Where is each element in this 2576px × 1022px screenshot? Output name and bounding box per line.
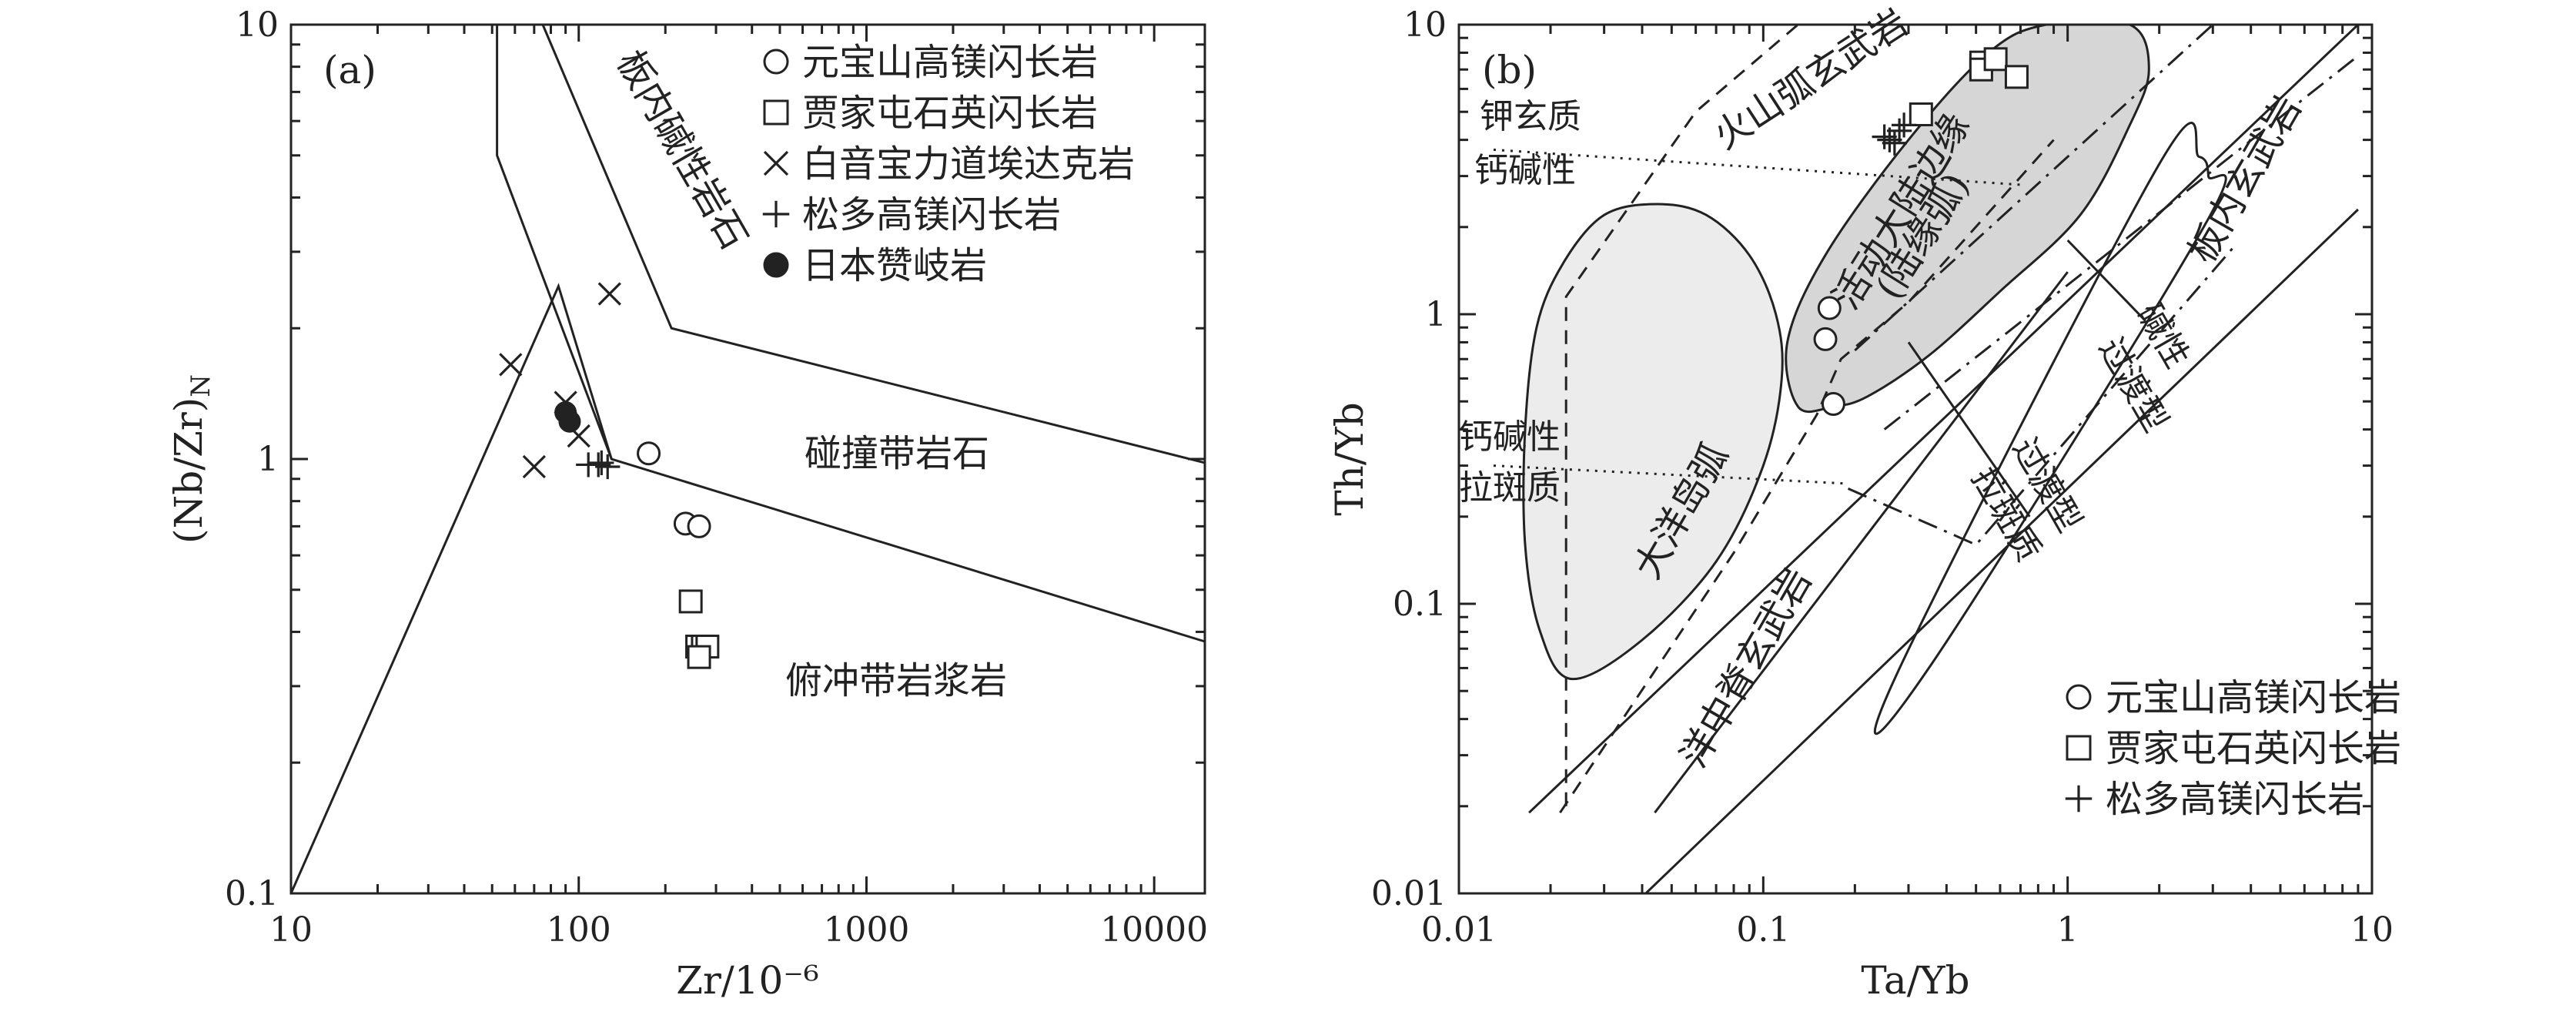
panel-b-dotted-shoshonitic [1493,148,2021,186]
panel-a-point-series-2 [499,353,523,377]
panel-a-legend-marker-4 [763,252,789,278]
panel-a-x-axis-label: Zr/10⁻⁶ [676,958,819,1003]
panel-b-arc-lower-dashed [1559,139,2055,814]
panel-a-point-series-1 [678,589,703,614]
panel-b-within-plate-field [1873,122,2227,736]
panel-a-x-tick-label: 100 [547,910,611,950]
panel-b-field-boundaries [1493,25,2359,893]
panel-b-point-series-0 [1821,391,1845,416]
panel-b-legend-label-0: 元宝山高镁闪长岩 [2106,676,2401,719]
panel-b-field-shoshonitic: 钾玄质 [1480,97,1581,136]
panel-b-point-series-0 [1817,296,1842,320]
panel-b-ticks: 0.01 0.1 1 10 0.01 0.1 1 10 [1371,5,2394,950]
panel-b-legend-label-1: 贾家屯石英闪长岩 [2106,727,2401,770]
panel-a-legend-label-4: 日本赞岐岩 [802,244,987,287]
panel-a-legend-label-2: 白音宝力道埃达克岩 [802,142,1135,186]
panel-b-dashdot-mid [1847,246,2234,547]
panel-b-y-tick-label: 0.01 [1371,874,1447,913]
panel-b-point-series-2 [1882,130,1907,156]
panel-a-legend-marker-3 [762,200,790,228]
panel-a-point-series-2 [522,454,546,479]
panel-a-ticks: 10 100 1000 10000 0.1 1 10 [225,5,1208,950]
panel-b-field-calc-alkaline-upper: 钙碱性 [1474,151,1576,190]
panel-a-point-series-2 [597,282,621,306]
panel-b-morb-boundary [1654,271,2069,814]
panel-b-cross-line-2 [2066,239,2146,322]
panel-b-point-series-2 [1887,118,1912,143]
panel-b-active-margin-field [1785,25,2150,414]
panel-b: 0.01 0.1 1 10 0.01 0.1 1 10 (b) Ta/Yb Th/Yb 钾玄质… [1327,1,2401,1003]
panel-b-y-axis-label: Th/Yb [1327,402,1372,515]
panel-a-legend-label-0: 元宝山高镁闪长岩 [802,41,1098,84]
panel-b-oceanic-arc-field [1522,203,1784,681]
panel-a-y-axis-label: (Nb/Zr)N [166,374,216,544]
panel-a-y-tick-label: 0.1 [225,874,279,913]
panel-a-field-boundaries [289,24,1206,894]
panel-b-dashdot-upper [1854,25,2214,352]
panel-b-y-tick-label: 0.1 [1393,585,1447,624]
panel-b-field-calc-alkaline-lower: 钙碱性 [1459,417,1561,457]
panel-b-field-morb: 洋中脊玄武岩 [1672,561,1821,775]
panel-b-x-tick-label: 10 [2350,910,2394,950]
panel-a-point-series-4 [558,410,581,433]
panel-a-left-upper-boundary [496,25,613,460]
panel-b-data-points [1813,47,2029,416]
panel-b-x-tick-label: 1 [2057,910,2079,950]
panel-b-mantle-array-upper [1528,25,2359,814]
panel-b-legend-marker-1 [2066,735,2092,761]
panel-a-legend-label-3: 松多高镁闪长岩 [802,193,1061,236]
panel-b-legend-marker-2 [2065,785,2093,813]
panel-a-legend-marker-2 [763,150,789,176]
panel-a-point-series-0 [637,441,661,466]
panel-b-point-series-2 [1872,124,1897,149]
panel-b-x-tick-label: 0.1 [1736,910,1790,950]
panel-b-x-tick-label: 0.01 [1421,910,1497,950]
panel-a-point-series-3 [595,454,621,480]
panel-a-point-series-1 [687,645,711,669]
panel-b-frame [1457,23,2374,895]
panel-a-y-axis-label-subscript: N [186,374,216,397]
panel-b-point-series-2 [1892,112,1917,138]
panel-a-label: (a) [323,48,376,92]
svg-text:(Nb/Zr)N: (Nb/Zr)N [166,374,216,544]
panel-a-x-tick-label: 10000 [1100,910,1208,950]
panel-b-point-series-0 [1813,327,1838,351]
panel-a-y-tick-label: 1 [257,440,279,479]
panel-a-intraplate-boundary [541,24,1206,464]
panel-a-y-tick-label: 10 [236,5,279,45]
panel-a-data-points [499,282,720,669]
panel-b-mantle-array-lower [1644,208,2359,893]
panel-b-dashdot-lower [1883,55,2359,431]
panel-a-point-series-3 [589,450,614,476]
panel-a-field-intraplate-alkaline: 板内碱性岩石 [608,43,757,256]
panel-a-legend-marker-0 [763,49,789,75]
panel-b-point-series-1 [2004,65,2029,89]
panel-b-legend-marker-0 [2066,684,2092,710]
panel-a-x-tick-label: 1000 [823,910,909,950]
panel-b-y-tick-label: 10 [1403,5,1447,45]
panel-b-point-series-1 [1983,47,2008,72]
panel-a: 10 100 1000 10000 0.1 1 10 (a) Zr/10⁻⁶ (Nb/Zr)… [166,5,1208,1003]
panel-a-point-series-0 [687,514,711,538]
panel-b-field-tholeiitic-left: 拉斑质 [1459,468,1561,508]
panel-b-plot-frame [1457,23,2374,895]
panel-b-x-axis-label: Ta/Yb [1861,958,1969,1003]
panel-b-cross-line-1 [1907,341,2031,518]
panel-a-legend-marker-1 [763,99,789,126]
panel-a-field-collision: 碰撞带岩石 [805,432,989,475]
panel-a-subduction-boundary [289,283,1206,894]
panel-b-volcanic-arc-dashed [1564,25,1799,806]
panel-a-field-subduction: 俯冲带岩浆岩 [785,659,1007,702]
panel-b-label: (b) [1482,48,1537,92]
panel-b-legend-label-2: 松多高镁闪长岩 [2106,778,2364,821]
panel-a-legend-label-1: 贾家屯石英闪长岩 [802,92,1098,135]
panel-b-y-tick-label: 1 [1425,295,1447,334]
panel-a-x-tick-label: 10 [269,910,313,950]
panel-b-point-series-1 [1909,102,1933,126]
panel-a-y-axis-label-main: (Nb/Zr) [166,397,211,544]
